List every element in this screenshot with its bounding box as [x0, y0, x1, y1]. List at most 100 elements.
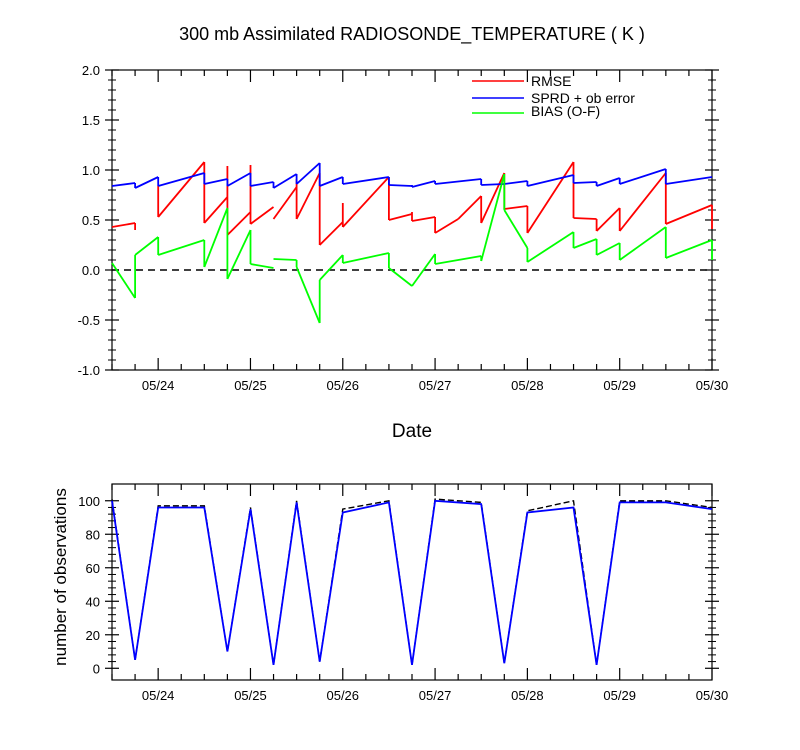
- top-series-rmse-segment: [203, 196, 229, 224]
- top-y-tick-label: -0.5: [78, 313, 100, 328]
- top-series-bias-o-f-segment: [526, 231, 574, 263]
- top-series-sprd-ob-error-segment: [388, 184, 413, 187]
- top-series-sprd-ob-error-segment: [342, 176, 390, 185]
- top-x-tick-label: 05/27: [419, 378, 452, 393]
- bottom-series-assimilated-observations-line: [111, 499, 713, 666]
- x-axis-label: Date: [392, 421, 432, 442]
- chart-title: 300 mb Assimilated RADIOSONDE_TEMPERATUR…: [179, 24, 645, 45]
- bottom-frame: [111, 483, 713, 681]
- top-y-tick-label: 1.0: [82, 163, 100, 178]
- bottom-x-tick-label: 05/26: [326, 688, 359, 703]
- top-series-rmse-segment: [457, 195, 482, 220]
- legend-label-bias: BIAS (O-F): [531, 103, 600, 119]
- bottom-x-tick-label: 05/29: [603, 688, 636, 703]
- bottom-y-tick-label: 100: [78, 494, 100, 509]
- top-x-tick-label: 05/24: [142, 378, 175, 393]
- top-series-bias-o-f-segment: [411, 253, 436, 287]
- top-series-bias-o-f-segment: [434, 255, 482, 265]
- top-series-sprd-ob-error-segment: [295, 162, 321, 185]
- top-series-bias-o-f-segment: [596, 242, 621, 256]
- top-series-sprd-ob-error-segment: [226, 172, 251, 187]
- bottom-y-tick-label: 80: [86, 527, 100, 542]
- top-series-sprd-ob-error-segment: [481, 183, 505, 186]
- top-series-bias-o-f-segment: [665, 239, 713, 259]
- bottom-y-tick-label: 20: [86, 628, 100, 643]
- top-series-bias-o-f-segment: [134, 236, 159, 256]
- bottom-x-tick-label: 05/30: [696, 688, 729, 703]
- top-y-tick-label: 0.5: [82, 213, 100, 228]
- bottom-x-tick-label: 05/28: [511, 688, 544, 703]
- top-series-sprd-ob-error-segment: [596, 177, 620, 187]
- top-series-rmse-segment: [665, 204, 713, 225]
- legend: RMSE SPRD + ob error BIAS (O-F): [472, 73, 635, 119]
- legend-label-rmse: RMSE: [531, 73, 571, 89]
- top-series-rmse-segment: [295, 172, 321, 220]
- top-series-rmse-segment: [226, 211, 252, 236]
- top-series-sprd-ob-error-segment: [504, 180, 528, 185]
- top-series-rmse-segment: [272, 186, 298, 220]
- top-x-tick-label: 05/29: [603, 378, 636, 393]
- top-series-bias-o-f-segment: [388, 267, 413, 287]
- top-series-rmse-segment: [388, 213, 413, 221]
- top-series-rmse-segment: [573, 217, 597, 220]
- top-series-rmse-segment: [504, 205, 528, 210]
- top-series-rmse-segment: [526, 161, 575, 234]
- bottom-y-tick-label: 0: [93, 661, 100, 676]
- top-series-bias-o-f-segment: [203, 207, 229, 268]
- top-series-sprd-ob-error-segment: [411, 180, 436, 188]
- top-series-sprd-ob-error-segment: [157, 172, 205, 187]
- top-series-bias-o-f-segment: [295, 266, 321, 324]
- top-plot-area: 05/24 05/25 05/26 05/27 05/28 05/29 05/30 -1.0 -…: [78, 63, 729, 393]
- top-series-rmse-segment: [319, 221, 344, 246]
- top-series-bias-o-f-segment: [111, 262, 136, 299]
- top-series-bias-o-f-segment: [342, 252, 390, 264]
- bottom-x-tick-label: 05/27: [419, 688, 452, 703]
- bottom-series-possible-observations-line: [111, 498, 713, 666]
- top-series-bias-o-f-segment: [319, 254, 344, 281]
- top-x-tick-label: 05/28: [511, 378, 544, 393]
- top-series-sprd-ob-error-segment: [204, 178, 228, 185]
- top-series-rmse-segment: [434, 218, 459, 234]
- top-series-bias-o-f-segment: [250, 263, 274, 269]
- top-y-tick-label: 2.0: [82, 63, 100, 78]
- top-y-tick-label: 1.5: [82, 113, 100, 128]
- bottom-y-tick-label: 40: [86, 594, 100, 609]
- top-y-tick-label: -1.0: [78, 363, 100, 378]
- top-series-bias-o-f-segment: [226, 229, 252, 280]
- top-x-tick-label: 05/30: [696, 378, 729, 393]
- top-series-rmse-segment: [249, 206, 275, 225]
- top-series-bias-o-f-segment: [480, 173, 506, 262]
- top-series-bias-o-f-segment: [157, 239, 205, 256]
- top-series-rmse-segment: [342, 176, 390, 228]
- bottom-plot-area: 05/24 05/25 05/26 05/27 05/28 05/29 05/30 0 20 40…: [78, 483, 729, 703]
- top-x-tick-label: 05/25: [234, 378, 267, 393]
- top-series-sprd-ob-error-segment: [111, 182, 136, 187]
- top-series-rmse-segment: [411, 216, 436, 222]
- top-series-rmse-segment: [480, 172, 506, 224]
- bottom-x-tick-label: 05/25: [234, 688, 267, 703]
- top-series-rmse-segment: [618, 172, 667, 232]
- bottom-x-tick-label: 05/24: [142, 688, 175, 703]
- top-series-sprd-ob-error-segment: [250, 181, 274, 187]
- bottom-y-tick-label: 60: [86, 561, 100, 576]
- top-x-tick-label: 05/26: [326, 378, 359, 393]
- legend-label-sprd: SPRD + ob error: [531, 90, 635, 106]
- top-series-sprd-ob-error-segment: [619, 168, 667, 185]
- top-y-tick-label: 0.0: [82, 263, 100, 278]
- top-series-rmse-segment: [157, 161, 205, 218]
- top-series-sprd-ob-error-segment: [319, 176, 344, 187]
- top-series-sprd-ob-error-segment: [134, 176, 159, 189]
- top-series-sprd-ob-error-segment: [573, 181, 597, 184]
- y-axis-label-observations: number of observations: [51, 488, 70, 666]
- top-series-rmse-segment: [111, 222, 136, 228]
- top-series-sprd-ob-error-segment: [527, 174, 574, 187]
- top-series-bias-o-f-segment: [273, 258, 297, 261]
- top-series-sprd-ob-error-segment: [665, 176, 713, 185]
- top-series-sprd-ob-error-segment: [435, 178, 482, 185]
- top-series-bias-o-f-segment: [503, 209, 529, 249]
- top-series-bias-o-f-segment: [619, 226, 667, 261]
- top-series-rmse-segment: [595, 207, 621, 232]
- top-series-sprd-ob-error-segment: [273, 173, 298, 189]
- top-series-bias-o-f-segment: [573, 238, 597, 249]
